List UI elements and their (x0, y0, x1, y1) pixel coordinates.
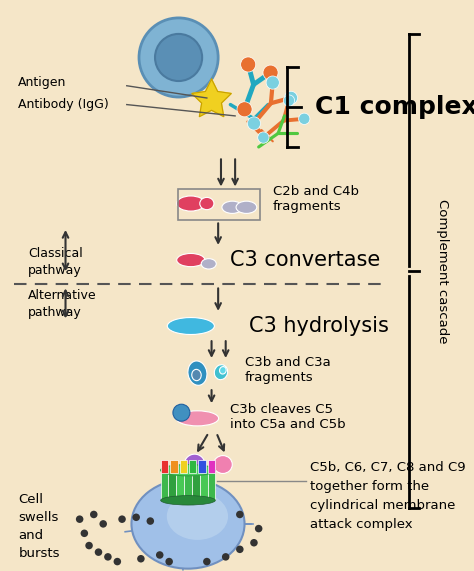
Bar (168, 470, 176, 500)
Circle shape (203, 558, 210, 565)
Bar (208, 460, 215, 473)
Text: Antigen: Antigen (18, 77, 67, 90)
Ellipse shape (200, 198, 214, 210)
Circle shape (284, 91, 298, 104)
Circle shape (146, 517, 154, 525)
Circle shape (299, 113, 310, 124)
Text: C3 hydrolysis: C3 hydrolysis (249, 316, 389, 336)
Ellipse shape (177, 196, 205, 211)
Circle shape (95, 548, 102, 556)
Text: Complement cascade: Complement cascade (436, 199, 449, 343)
Ellipse shape (167, 317, 214, 335)
Circle shape (165, 558, 173, 565)
Bar (200, 470, 208, 500)
Ellipse shape (176, 411, 219, 426)
Circle shape (156, 551, 164, 559)
Circle shape (263, 65, 278, 80)
Circle shape (258, 132, 269, 143)
Circle shape (137, 555, 145, 562)
Ellipse shape (161, 496, 215, 505)
Ellipse shape (177, 254, 205, 267)
Ellipse shape (214, 365, 228, 380)
Circle shape (155, 34, 202, 81)
Circle shape (132, 513, 140, 521)
Text: C3 convertase: C3 convertase (230, 250, 381, 270)
Ellipse shape (192, 369, 201, 381)
Ellipse shape (213, 456, 232, 473)
Bar (176, 470, 184, 500)
Bar (208, 470, 215, 500)
Circle shape (237, 102, 252, 117)
Circle shape (250, 539, 258, 546)
Bar (198, 460, 206, 473)
Text: Alternative
pathway: Alternative pathway (28, 289, 96, 319)
Text: C3b and C3a
fragments: C3b and C3a fragments (245, 356, 330, 384)
Bar (184, 470, 192, 500)
Ellipse shape (131, 479, 245, 569)
Ellipse shape (167, 493, 228, 540)
Ellipse shape (236, 201, 257, 214)
Circle shape (241, 57, 256, 72)
Ellipse shape (161, 465, 215, 476)
Text: Cell
swells
and
bursts: Cell swells and bursts (18, 493, 60, 560)
Ellipse shape (222, 201, 243, 214)
Text: C1 complex: C1 complex (315, 95, 474, 119)
Text: C2b and C4b
fragments: C2b and C4b fragments (273, 185, 359, 213)
Circle shape (76, 516, 83, 523)
Ellipse shape (184, 454, 205, 475)
Text: C5b, C6, C7, C8 and C9
together form the
cylindrical membrane
attack complex: C5b, C6, C7, C8 and C9 together form the… (310, 461, 466, 530)
Circle shape (139, 18, 218, 97)
Circle shape (266, 76, 279, 89)
Circle shape (104, 553, 112, 561)
Circle shape (236, 545, 244, 553)
Circle shape (100, 520, 107, 528)
Text: C3b cleaves C5
into C5a and C5b: C3b cleaves C5 into C5a and C5b (230, 404, 346, 432)
Ellipse shape (188, 361, 207, 385)
Circle shape (247, 117, 261, 130)
Ellipse shape (201, 259, 216, 269)
Bar (180, 460, 187, 473)
Text: Classical
pathway: Classical pathway (28, 247, 82, 277)
Circle shape (236, 510, 244, 518)
Bar (161, 470, 168, 500)
Circle shape (90, 510, 98, 518)
Polygon shape (192, 79, 231, 116)
Ellipse shape (219, 367, 226, 374)
Bar (170, 460, 178, 473)
Circle shape (222, 553, 229, 561)
Circle shape (85, 542, 93, 549)
Circle shape (81, 529, 88, 537)
Circle shape (173, 404, 190, 421)
Bar (189, 460, 197, 473)
Bar (161, 460, 168, 473)
Circle shape (118, 516, 126, 523)
Circle shape (114, 558, 121, 565)
Bar (192, 470, 200, 500)
Circle shape (255, 525, 263, 532)
Text: Antibody (IgG): Antibody (IgG) (18, 98, 109, 111)
Circle shape (283, 95, 295, 106)
